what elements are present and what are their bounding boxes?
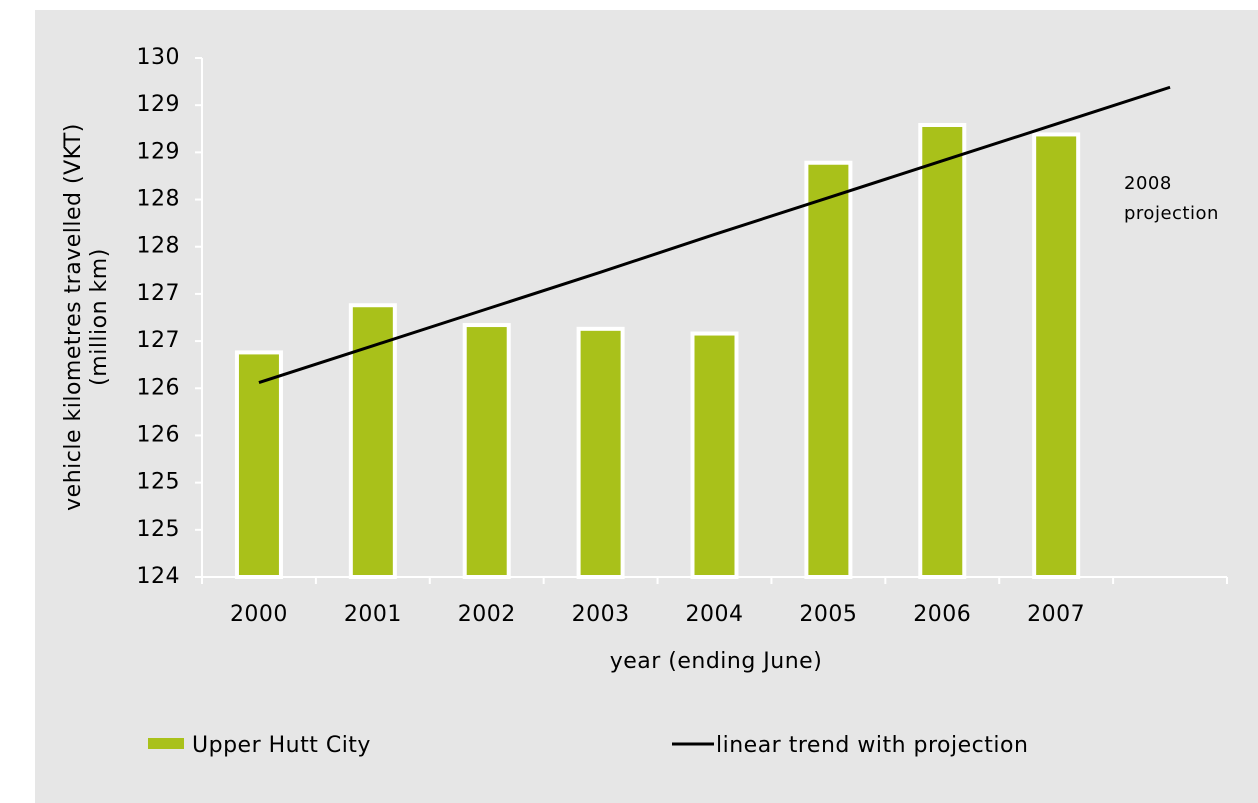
y-tick-label: 127 xyxy=(137,281,181,306)
y-tick-label: 128 xyxy=(137,234,181,259)
bar xyxy=(462,323,511,580)
bar xyxy=(576,326,625,579)
x-tick-label: 2004 xyxy=(686,602,744,627)
bar xyxy=(1032,132,1081,579)
y-tick-label: 125 xyxy=(137,470,181,495)
y-tick-label: 126 xyxy=(137,375,181,400)
x-tick-label: 2006 xyxy=(913,602,971,627)
y-tick-label: 126 xyxy=(137,422,181,447)
bar xyxy=(234,350,283,579)
y-tick-label: 125 xyxy=(137,517,181,542)
bar xyxy=(690,331,739,579)
x-axis-label: year (ending June) xyxy=(610,649,823,674)
x-tick-label: 2003 xyxy=(572,602,630,627)
legend-swatch xyxy=(148,738,184,749)
trend-line xyxy=(258,85,1171,385)
x-tick-label: 2000 xyxy=(230,602,288,627)
legend-label: Upper Hutt City xyxy=(192,733,371,758)
bar xyxy=(918,122,967,580)
y-tick-label: 129 xyxy=(137,92,181,117)
y-tick-label: 128 xyxy=(137,187,181,212)
annotation: projection xyxy=(1124,203,1219,224)
y-axis-label: vehicle kilometres travelled (VKT) xyxy=(61,123,86,511)
y-axis-label: (million km) xyxy=(87,248,112,386)
annotation: 2008 xyxy=(1124,173,1172,194)
legend-label: linear trend with projection xyxy=(716,733,1028,758)
y-tick-label: 124 xyxy=(137,564,181,589)
y-tick-label: 127 xyxy=(137,328,181,353)
x-tick-label: 2007 xyxy=(1027,602,1085,627)
y-tick-label: 129 xyxy=(137,139,181,164)
x-tick-label: 2001 xyxy=(344,602,402,627)
bar xyxy=(804,160,853,580)
x-tick-label: 2005 xyxy=(799,602,857,627)
y-tick-label: 130 xyxy=(137,45,181,70)
x-tick-label: 2002 xyxy=(458,602,516,627)
